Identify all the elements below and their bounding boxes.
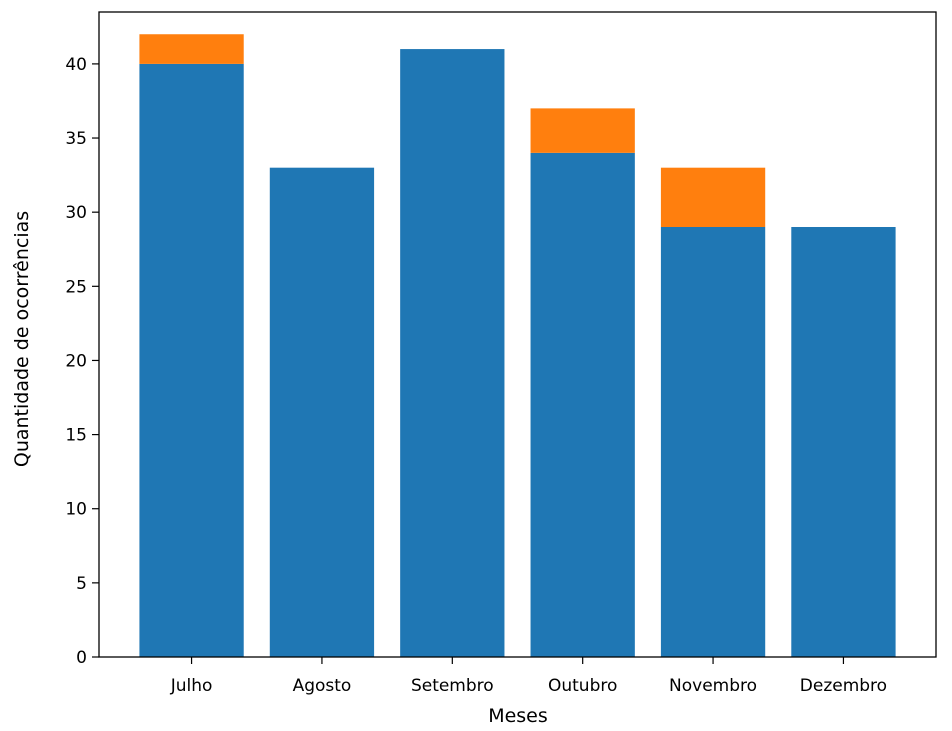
bar-dezembro-segment-1	[791, 227, 896, 657]
bar-julho-segment-1	[139, 63, 244, 657]
x-tick-label-julho: Julho	[170, 676, 213, 696]
y-tick-label: 5	[76, 574, 87, 594]
y-tick-label: 25	[65, 277, 87, 297]
y-tick-label: 10	[65, 500, 87, 520]
bar-julho-segment-2	[139, 34, 244, 64]
x-tick-label-novembro: Novembro	[669, 676, 757, 696]
y-tick-label: 20	[65, 351, 87, 371]
bar-setembro-segment-1	[400, 49, 505, 657]
y-tick-label: 40	[65, 55, 87, 75]
bar-novembro-segment-2	[660, 167, 766, 227]
y-tick-label: 15	[65, 426, 87, 446]
x-tick-label-agosto: Agosto	[293, 676, 352, 696]
axes-layer: 0 5 10 15 20 25 30 35 40 Julho Agosto Setembro Outub…	[65, 11, 937, 696]
plot-frame	[98, 11, 937, 658]
x-tick-label-dezembro: Dezembro	[800, 676, 887, 696]
y-axis-label: Quantidade de ocorrências	[11, 211, 33, 467]
y-tick-label: 35	[65, 129, 87, 149]
y-tick-label: 0	[76, 648, 87, 668]
bar-agosto-segment-1	[269, 167, 375, 657]
x-axis-label: Meses	[488, 705, 548, 726]
bars-layer	[139, 34, 896, 658]
bar-novembro-segment-1	[660, 227, 766, 657]
x-tick-label-outubro: Outubro	[548, 676, 617, 696]
x-tick-label-setembro: Setembro	[411, 676, 494, 696]
bar-outubro-segment-2	[530, 108, 635, 153]
bar-outubro-segment-1	[530, 152, 635, 658]
y-tick-label: 30	[65, 203, 87, 223]
